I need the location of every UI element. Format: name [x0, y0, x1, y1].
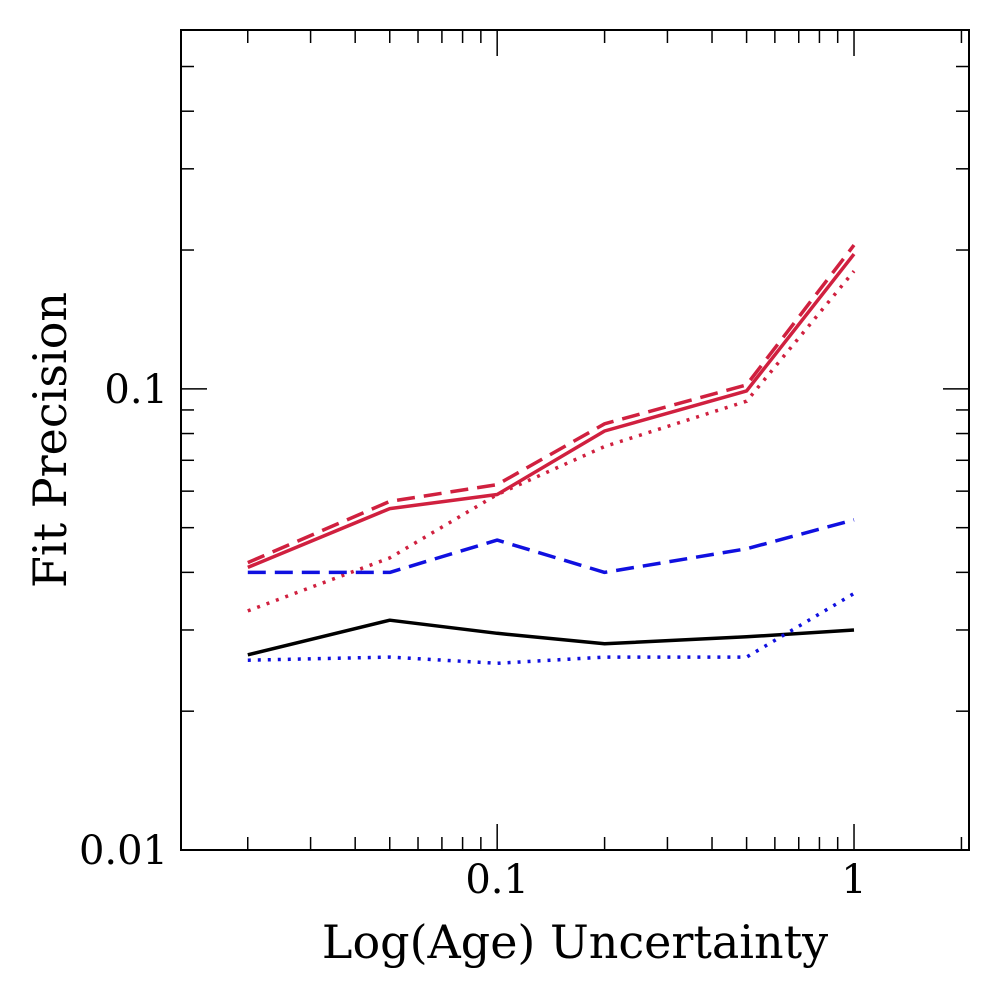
x-tick-label: 1 [841, 857, 866, 903]
series-line-3-dotted [247, 269, 856, 613]
series-line-4-dashed [247, 518, 855, 575]
plot-frame [180, 29, 970, 851]
y-tick-label: 0.1 [104, 367, 168, 413]
x-tick-label: 0.1 [465, 857, 529, 903]
y-axis-label: Fit Precision [23, 292, 77, 588]
tick-labels: 0.1 1 0.01 0.1 [79, 367, 867, 903]
minor-ticks [181, 29, 969, 850]
series-line-6-dotted [247, 591, 855, 666]
major-ticks [181, 30, 969, 851]
y-tick-label: 0.01 [79, 828, 168, 874]
series-line-2-dashed [247, 244, 856, 565]
series-layer [247, 244, 856, 666]
x-axis-label: Log(Age) Uncertainty [322, 915, 828, 969]
series-line-1-solid [247, 253, 856, 570]
series-line-5-solid [247, 618, 855, 657]
